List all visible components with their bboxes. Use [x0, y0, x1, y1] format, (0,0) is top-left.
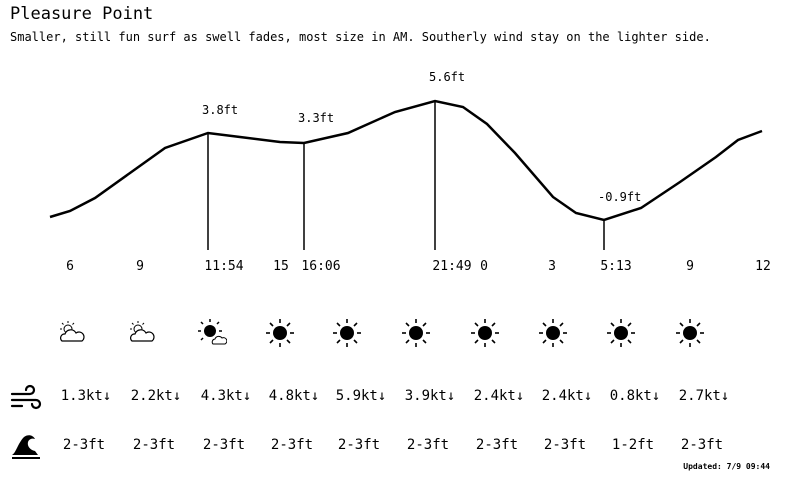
partly-cloudy-icon — [127, 318, 157, 350]
surf-height-value: 2-3ft — [406, 437, 450, 453]
x-label: 6 — [66, 259, 74, 274]
surf-height-value: 1-2ft — [611, 437, 655, 453]
wind-speed-value: 5.9kt↓ — [335, 388, 387, 404]
tide-label-high-1: 3.8ft — [202, 103, 239, 117]
wind-speed-value: 4.3kt↓ — [200, 388, 252, 404]
x-label: 11:54 — [204, 259, 244, 274]
wind-speed-value: 4.8kt↓ — [268, 388, 320, 404]
surf-height-value: 2-3ft — [543, 437, 587, 453]
tide-label-high-2: 5.6ft — [429, 70, 466, 84]
wind-speed-value: 2.2kt↓ — [130, 388, 182, 404]
wind-icon — [10, 384, 42, 410]
x-label: 5:13 — [600, 259, 632, 274]
x-label: 0 — [480, 259, 488, 274]
x-label: 12 — [755, 259, 771, 274]
location-title: Pleasure Point — [10, 4, 154, 24]
sun-cloud-icon — [197, 318, 228, 350]
wind-speed-value: 0.8kt↓ — [609, 388, 661, 404]
surf-height-value: 2-3ft — [132, 437, 176, 453]
surf-height-value: 2-3ft — [270, 437, 314, 453]
surf-height-value: 2-3ft — [337, 437, 381, 453]
tide-label-low-2: -0.9ft — [598, 190, 642, 204]
x-label: 3 — [548, 259, 556, 274]
partly-cloudy-icon — [57, 318, 87, 350]
sun-icon — [606, 318, 636, 350]
x-label: 15 — [273, 259, 289, 274]
tide-chart — [49, 99, 763, 250]
sun-icon — [332, 318, 362, 350]
wind-speed-value: 2.4kt↓ — [541, 388, 593, 404]
wave-icon — [12, 435, 40, 459]
surf-height-value: 2-3ft — [62, 437, 106, 453]
x-label: 21:49 — [432, 259, 472, 274]
wind-speed-value: 2.4kt↓ — [473, 388, 525, 404]
sun-icon — [675, 318, 705, 350]
wind-speed-value: 2.7kt↓ — [678, 388, 730, 404]
tide-label-low-1: 3.3ft — [298, 111, 335, 125]
surf-height-value: 2-3ft — [202, 437, 246, 453]
surf-height-value: 2-3ft — [475, 437, 519, 453]
x-label: 9 — [136, 259, 144, 274]
forecast-description: Smaller, still fun surf as swell fades, … — [10, 30, 711, 44]
sun-icon — [401, 318, 431, 350]
wind-speed-value: 1.3kt↓ — [60, 388, 112, 404]
sun-icon — [538, 318, 568, 350]
wind-speed-value: 3.9kt↓ — [404, 388, 456, 404]
updated-timestamp: Updated: 7/9 09:44 — [683, 462, 770, 471]
tide-curve — [49, 99, 763, 222]
surf-height-value: 2-3ft — [680, 437, 724, 453]
sun-icon — [470, 318, 500, 350]
x-label: 9 — [686, 259, 694, 274]
x-label: 16:06 — [301, 259, 341, 274]
sun-icon — [265, 318, 295, 350]
